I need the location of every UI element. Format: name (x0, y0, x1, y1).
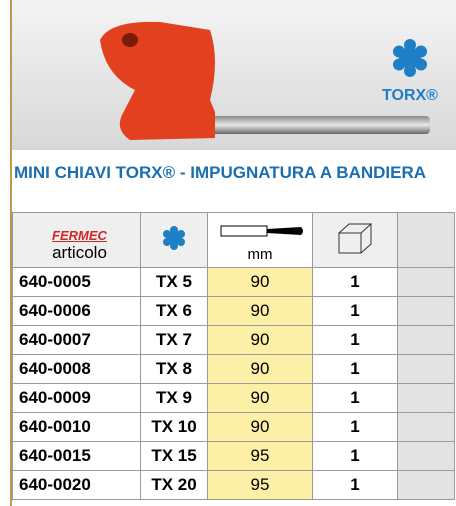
section-title: MINI CHIAVI TORX® - IMPUGNATURA A BANDIE… (14, 163, 427, 182)
torx-size: TX 6 (140, 296, 208, 326)
length-header: mm (207, 212, 313, 268)
length-icon (220, 225, 303, 237)
empty-cell (397, 441, 455, 471)
torx-size: TX 10 (140, 412, 208, 442)
pack-qty: 1 (312, 412, 398, 442)
length: 90 (207, 354, 313, 384)
torx-size: TX 5 (140, 267, 208, 297)
article-code: 640-0005 (12, 267, 141, 297)
empty-cell (397, 470, 455, 500)
article-code: 640-0009 (12, 383, 141, 413)
empty-cell (397, 412, 455, 442)
empty-cell (397, 383, 455, 413)
article-code: 640-0008 (12, 354, 141, 384)
pack-qty: 1 (312, 267, 398, 297)
product-row: 640-0007 TX 7 90 1 (12, 325, 455, 355)
column-header: articolo (52, 243, 107, 262)
pack-qty: 1 (312, 470, 398, 500)
pack-qty: 1 (312, 441, 398, 471)
empty-cell (397, 325, 455, 355)
pack-qty: 1 (312, 383, 398, 413)
torx-size: TX 20 (140, 470, 208, 500)
product-table: FERMEC articolo mm 640-0005 TX 5 90 1 640-00… (12, 212, 455, 500)
brand-logo: FERMEC (52, 228, 107, 243)
product-row: 640-0015 TX 15 95 1 (12, 441, 455, 471)
pack-qty: 1 (312, 325, 398, 355)
length: 90 (207, 412, 313, 442)
pack-qty: 1 (312, 354, 398, 384)
product-row: 640-0009 TX 9 90 1 (12, 383, 455, 413)
header-row: FERMEC articolo mm (12, 212, 455, 268)
article-code: 640-0006 (12, 296, 141, 326)
length: 90 (207, 383, 313, 413)
product-row: 640-0005 TX 5 90 1 (12, 267, 455, 297)
length: 95 (207, 441, 313, 471)
torx-size: TX 9 (140, 383, 208, 413)
pack-qty: 1 (312, 296, 398, 326)
brand-cell: FERMEC articolo (12, 212, 141, 268)
empty-cell (397, 212, 455, 268)
torx-size: TX 7 (140, 325, 208, 355)
torx-label: TORX® (382, 87, 438, 104)
box-icon (338, 223, 373, 253)
article-code: 640-0020 (12, 470, 141, 500)
article-code: 640-0015 (12, 441, 141, 471)
page-edge (10, 0, 12, 506)
product-row: 640-0008 TX 8 90 1 (12, 354, 455, 384)
product-row: 640-0010 TX 10 90 1 (12, 412, 455, 442)
article-code: 640-0007 (12, 325, 141, 355)
torx-icon (393, 39, 427, 77)
wrench-shaft (180, 116, 430, 134)
pack-header (312, 212, 398, 268)
product-row: 640-0006 TX 6 90 1 (12, 296, 455, 326)
empty-cell (397, 354, 455, 384)
wrench-handle (100, 21, 215, 140)
product-row: 640-0020 TX 20 95 1 (12, 470, 455, 500)
torx-header (140, 212, 208, 268)
length: 95 (207, 470, 313, 500)
torx-icon (163, 225, 185, 250)
length: 90 (207, 325, 313, 355)
torx-size: TX 8 (140, 354, 208, 384)
handle-hole (122, 33, 138, 47)
length: 90 (207, 267, 313, 297)
length: 90 (207, 296, 313, 326)
torx-size: TX 15 (140, 441, 208, 471)
article-code: 640-0010 (12, 412, 141, 442)
column-header: mm (247, 246, 273, 263)
empty-cell (397, 267, 455, 297)
empty-cell (397, 296, 455, 326)
product-photo: TORX® (10, 0, 456, 150)
